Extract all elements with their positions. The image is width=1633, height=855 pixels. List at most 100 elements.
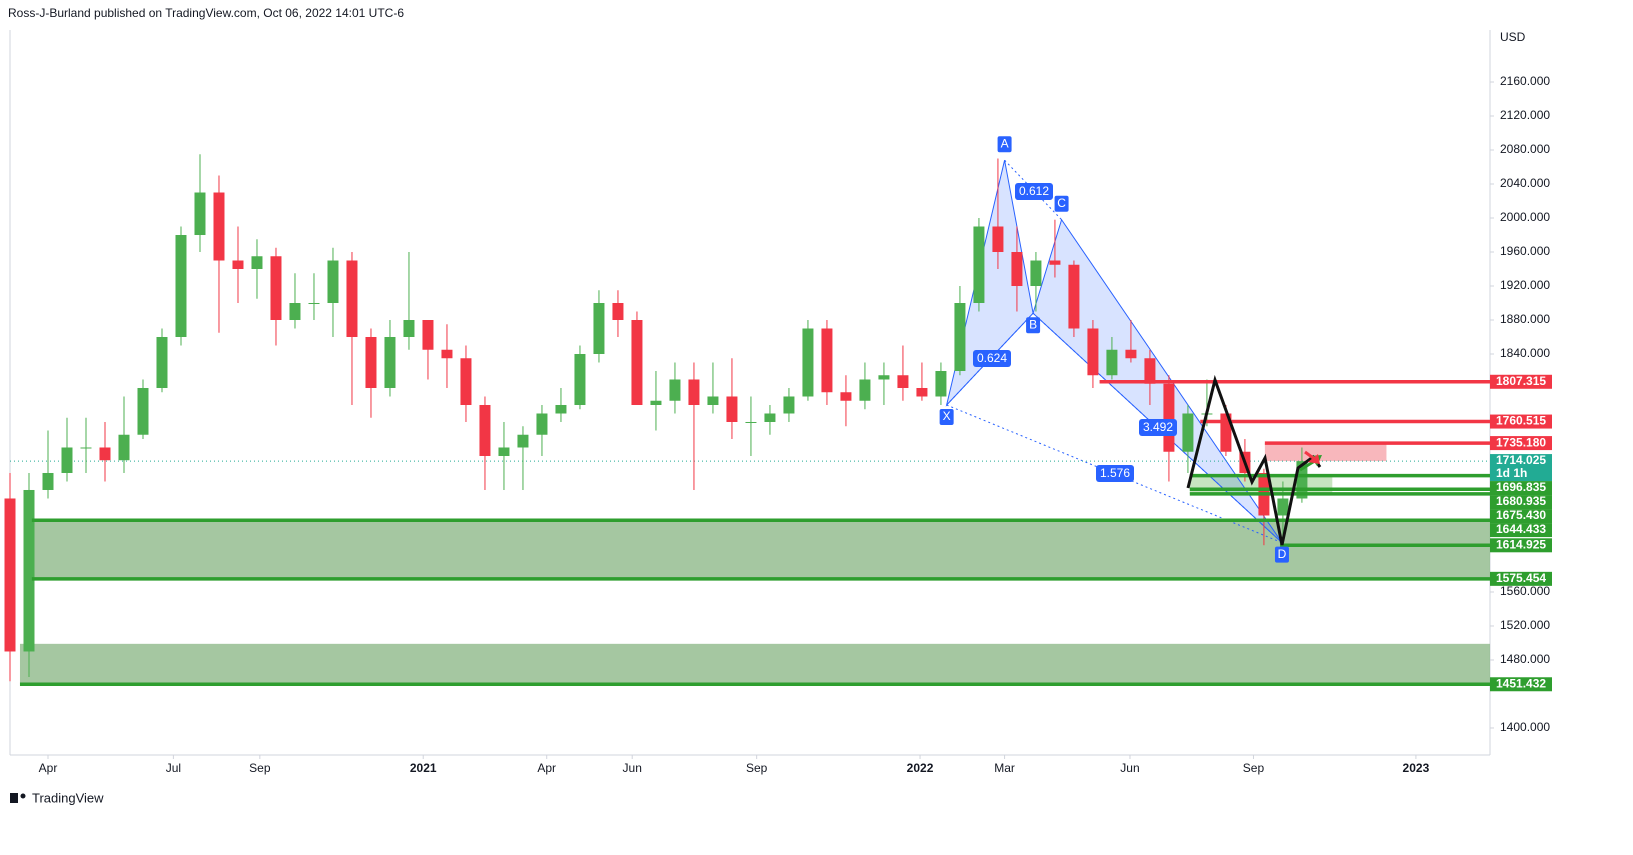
level-label: 1644.433 [1496, 522, 1546, 536]
candle-body [935, 370, 947, 397]
level-label: 1451.432 [1496, 676, 1546, 690]
currency: USD [1500, 30, 1526, 44]
candle-body [973, 226, 985, 304]
candle-body [821, 328, 833, 393]
y-tick-label: 1960.000 [1500, 244, 1550, 258]
level-label-box [1490, 495, 1552, 510]
level-label-box [1490, 436, 1552, 451]
candle-body [859, 379, 871, 401]
x-tick-label: Sep [1243, 761, 1265, 775]
candle-body [1220, 413, 1232, 452]
level-label: 1760.515 [1496, 414, 1546, 428]
y-tick-label: 2040.000 [1500, 176, 1550, 190]
last-price-label: 1714.025 [1496, 453, 1546, 467]
candle-body [441, 349, 453, 359]
candle-body [688, 379, 700, 405]
candle-body [308, 303, 320, 305]
candle-body [137, 387, 149, 435]
ratio-box [973, 350, 1011, 367]
logo-mark [20, 793, 26, 799]
ratio-label: 1.576 [1100, 466, 1130, 480]
level-label: 1675.430 [1496, 508, 1546, 522]
down-arrow-head [1308, 454, 1320, 464]
x-tick-label: Apr [39, 761, 58, 775]
candle-body [783, 396, 795, 414]
candle-body [175, 235, 187, 337]
candle-body [726, 396, 738, 422]
x-tick-label: 2023 [1403, 761, 1430, 775]
level-label: 1807.315 [1496, 374, 1546, 388]
candle-body [1030, 260, 1042, 287]
candle-body [916, 387, 928, 397]
point-label: C [1057, 196, 1066, 210]
point-box [1274, 546, 1289, 563]
x-tick-label: Sep [249, 761, 271, 775]
header: Ross-J-Burland published on TradingView.… [8, 6, 404, 20]
candle-body [80, 447, 92, 449]
candle-body [384, 336, 396, 388]
ratio-label: 3.492 [1143, 420, 1173, 434]
candle-body [346, 260, 358, 337]
candle-body [897, 375, 909, 388]
level-label-box [1490, 374, 1552, 389]
ratio-labels: 0.612 0.624 3.492 1.576 [973, 183, 1177, 482]
candle-body [1011, 252, 1023, 287]
candle-body [23, 489, 35, 652]
point-label: A [1001, 136, 1009, 150]
candle-body [840, 392, 852, 401]
countdown: 1d 1h [1496, 466, 1527, 480]
y-tick-label: 1400.000 [1500, 720, 1550, 734]
y-tick-label: 1920.000 [1500, 278, 1550, 292]
candle-body [498, 447, 510, 456]
candle-body [251, 256, 263, 270]
candle-body [1163, 383, 1175, 452]
y-tick-label: 1880.000 [1500, 312, 1550, 326]
y-tick-label: 1840.000 [1500, 346, 1550, 360]
level-label-box [1490, 523, 1552, 538]
x-tick-label: Apr [537, 761, 556, 775]
candle-body [1125, 349, 1137, 359]
ratio-box [1015, 183, 1053, 200]
candle-body [194, 192, 206, 236]
zone [1264, 443, 1387, 462]
candle-body [365, 336, 377, 388]
y-tick-label: 2000.000 [1500, 210, 1550, 224]
point-box [997, 136, 1012, 153]
candle-body [593, 303, 605, 354]
candle-body [1106, 349, 1118, 376]
plot [4, 154, 1491, 687]
level-label: 1735.180 [1496, 435, 1546, 449]
level-label: 1680.935 [1496, 494, 1546, 508]
candle-body [555, 404, 567, 414]
point-box [1026, 317, 1041, 334]
candle-body [954, 303, 966, 371]
candle-body [289, 303, 301, 320]
level-label-box [1490, 509, 1552, 524]
candle-body [631, 320, 643, 405]
y-tick-label: 1480.000 [1500, 652, 1550, 666]
ratio-box [1096, 465, 1134, 482]
candle-body [479, 404, 491, 456]
x-tick-label: Jun [623, 761, 642, 775]
candle-body [422, 320, 434, 350]
candle-body [1068, 264, 1080, 329]
candle-body [403, 320, 415, 337]
candle-body [745, 421, 757, 423]
candle-body [156, 336, 168, 388]
level-label-box [1490, 481, 1552, 496]
point-label: B [1029, 317, 1037, 331]
x-tick-label: 2021 [410, 761, 437, 775]
pattern-dotted [1032, 312, 1283, 544]
level-label-box [1490, 677, 1552, 692]
level-label: 1696.835 [1496, 480, 1546, 494]
level-label: 1614.925 [1496, 537, 1546, 551]
candle-body [327, 260, 339, 304]
zone [31, 520, 1491, 579]
y-tick-label: 1520.000 [1500, 618, 1550, 632]
candle-body [574, 353, 586, 405]
ratio-label: 0.612 [1019, 184, 1049, 198]
level-label-box [1490, 571, 1552, 586]
candle-body [213, 192, 225, 261]
